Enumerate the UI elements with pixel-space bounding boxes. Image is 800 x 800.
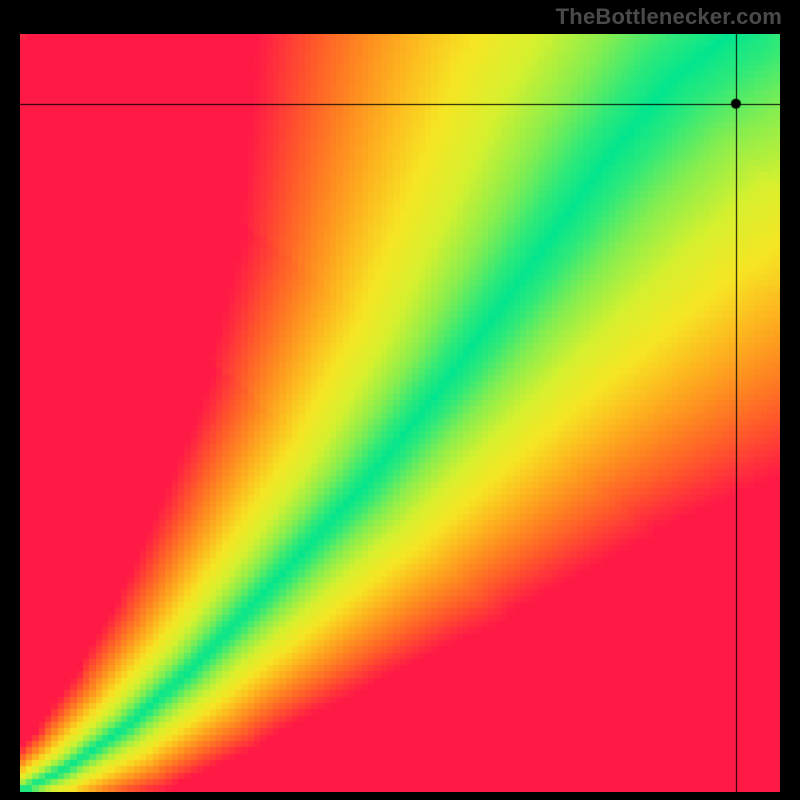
chart-container: TheBottlenecker.com bbox=[0, 0, 800, 800]
watermark-text: TheBottlenecker.com bbox=[556, 4, 782, 30]
bottleneck-heatmap bbox=[20, 34, 780, 792]
